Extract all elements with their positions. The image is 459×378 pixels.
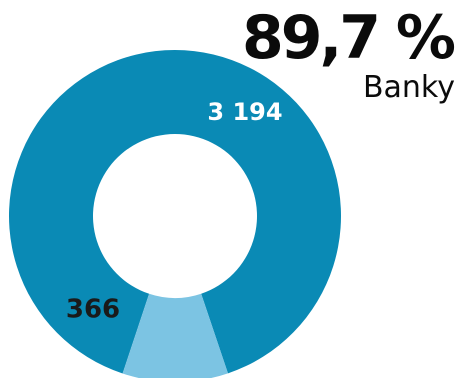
headline-percent: 89,7 %	[241, 3, 456, 73]
donut-slice-label-1: 366	[66, 295, 120, 325]
donut-slice-label-0: 3 194	[207, 98, 282, 126]
headline-label: Banky	[362, 70, 455, 105]
donut-slice-0	[8, 50, 341, 374]
donut-slice-1	[122, 293, 228, 378]
